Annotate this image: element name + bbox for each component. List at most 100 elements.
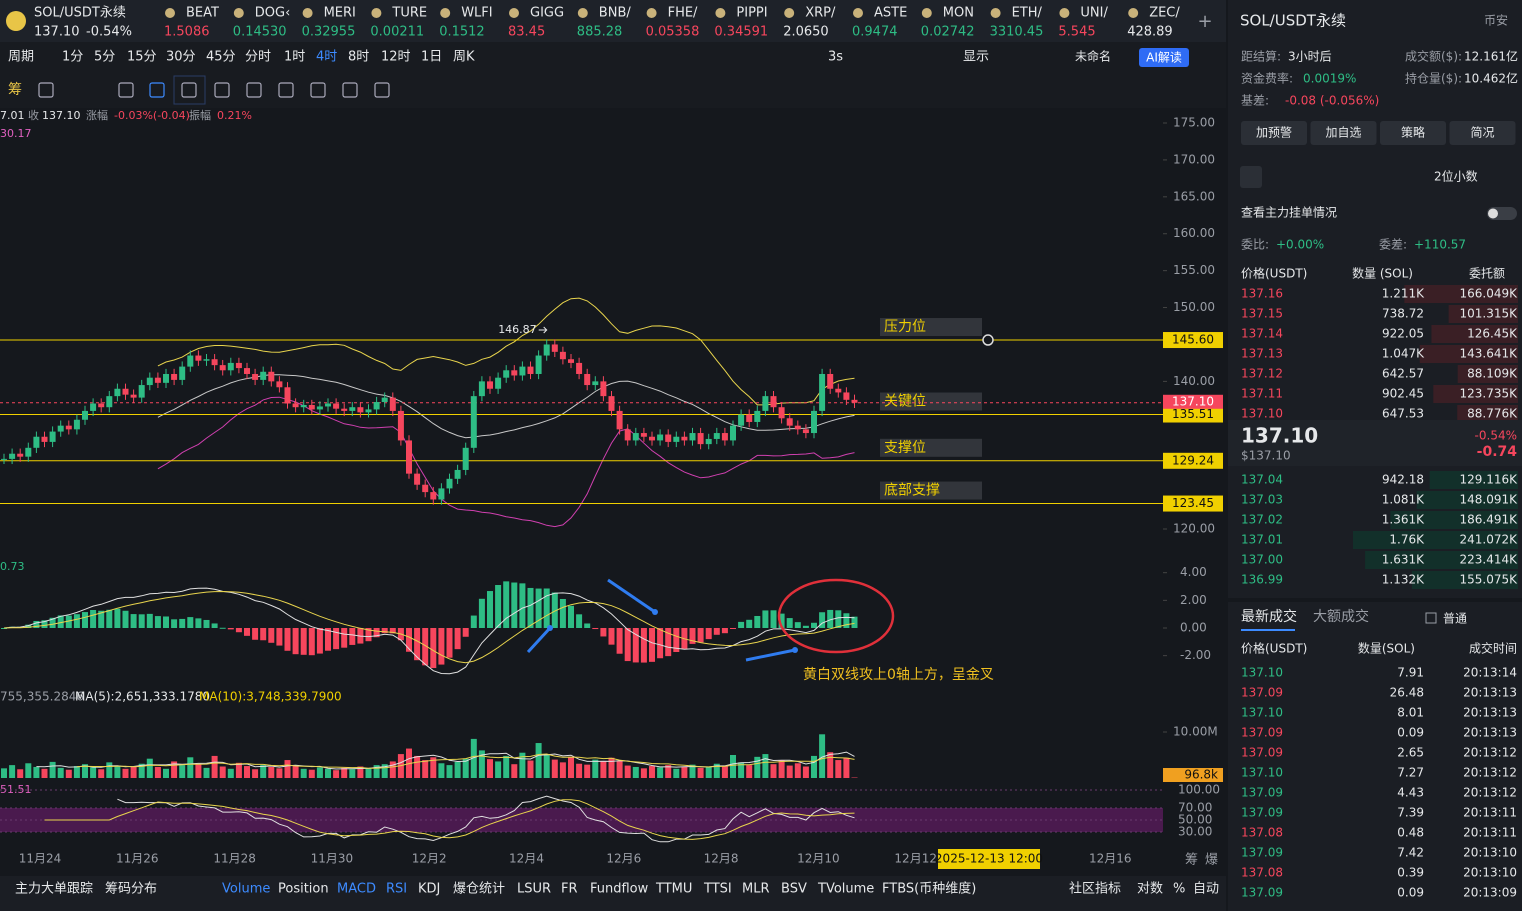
ticker-name[interactable]: MERI	[324, 6, 356, 21]
indicator-tab[interactable]: FR	[561, 882, 578, 897]
depth-bar	[1365, 551, 1518, 569]
indicator-tab[interactable]: Fundflow	[590, 882, 649, 897]
volume-bar	[616, 760, 623, 778]
indicator-tab[interactable]: Position	[278, 882, 329, 897]
panel-button[interactable]: 简况	[1470, 126, 1494, 140]
indicator-tab[interactable]: FTBS(币种维度)	[882, 881, 976, 897]
period-button[interactable]: 4时	[316, 50, 337, 65]
indicator-tab[interactable]: RSI	[386, 882, 407, 897]
macd-bar	[41, 620, 48, 628]
ticker-name[interactable]: DOG‹	[255, 6, 291, 21]
ticker-name[interactable]: MON	[943, 6, 974, 21]
indicator-tab[interactable]: BSV	[781, 882, 807, 897]
period-button[interactable]: 周期	[8, 50, 34, 65]
tool-icon[interactable]	[374, 82, 390, 98]
ticker-name[interactable]: BNB/	[599, 6, 632, 21]
trade-tab[interactable]: 最新成交	[1241, 608, 1297, 625]
period-button[interactable]: 45分	[206, 50, 236, 65]
candle	[276, 381, 283, 388]
macd-bar	[82, 612, 88, 628]
macd-bar	[284, 628, 291, 651]
volume-bar	[227, 768, 234, 778]
macd-bar	[802, 625, 809, 628]
period-button[interactable]: 1日	[421, 50, 442, 65]
macd-bar	[730, 628, 736, 629]
tool-icon[interactable]	[278, 82, 294, 98]
view-toggle[interactable]	[1240, 166, 1262, 188]
panel-button[interactable]: 策略	[1401, 125, 1425, 140]
indicator-tab[interactable]: LSUR	[517, 882, 551, 897]
tool-icon[interactable]	[149, 82, 165, 98]
period-button[interactable]: 周K	[453, 50, 475, 65]
ticker-name[interactable]: XRP/	[805, 6, 836, 21]
period-button[interactable]: 30分	[166, 50, 196, 65]
period-button[interactable]: 5分	[94, 50, 115, 65]
period-button[interactable]: 15分	[127, 50, 157, 65]
indicator-tab[interactable]: Volume	[222, 882, 270, 897]
checkbox-label: 普通	[1443, 612, 1467, 626]
bottom-option[interactable]: 自动	[1193, 882, 1219, 897]
corner-icon[interactable]: 爆	[1205, 853, 1218, 868]
tool-icon[interactable]	[38, 82, 54, 98]
ticker-name[interactable]: BEAT	[186, 6, 219, 21]
indicator-tab[interactable]: MLR	[742, 882, 770, 897]
stat-value: 0.0019%	[1303, 72, 1356, 86]
ticker-name[interactable]: ETH/	[1012, 6, 1043, 21]
indicator-tab[interactable]: KDJ	[418, 882, 440, 897]
ticker-name[interactable]: UNI/	[1080, 6, 1108, 21]
indicator-tab[interactable]: TTMU	[655, 882, 692, 897]
trade-tab[interactable]: 大额成交	[1313, 608, 1369, 625]
macd-bar	[697, 628, 704, 643]
checkbox[interactable]	[1425, 612, 1437, 624]
candle	[414, 473, 421, 485]
indicator-tab[interactable]: TTSI	[703, 882, 732, 897]
ticker-name[interactable]: WLFI	[461, 6, 492, 21]
candle	[730, 425, 736, 441]
bottom-option[interactable]: 社区指标	[1069, 881, 1121, 897]
period-button[interactable]: 1分	[62, 50, 83, 65]
indicator-tab[interactable]: MACD	[337, 882, 376, 897]
ticker-name[interactable]: FHE/	[668, 6, 698, 21]
macd-bar	[130, 614, 137, 628]
ticker-name[interactable]: ZEC/	[1149, 6, 1180, 21]
depth-bar	[1448, 305, 1518, 323]
indicator-tab[interactable]: TVolume	[817, 882, 874, 897]
tool-icon[interactable]	[118, 82, 134, 98]
ai-button[interactable]: AI解读	[1146, 51, 1182, 65]
indicator-tab[interactable]: 爆仓统计	[453, 882, 505, 897]
period-button[interactable]: 分时	[245, 50, 271, 65]
decimals-select[interactable]: 2位小数	[1434, 169, 1478, 184]
y-tick-label: 140.00	[1173, 374, 1215, 388]
ticker-name[interactable]: ASTE	[874, 6, 907, 21]
bottom-option[interactable]: 对数	[1137, 882, 1163, 897]
period-button[interactable]: 12时	[381, 50, 411, 65]
tool-icon[interactable]	[246, 82, 262, 98]
ticker-icon	[371, 8, 382, 18]
macd-bar	[146, 613, 153, 628]
ticker-name[interactable]: TURE	[391, 6, 427, 21]
tool-icon[interactable]	[310, 82, 326, 98]
bottom-option[interactable]: %	[1173, 882, 1185, 897]
display-button[interactable]: 显示	[963, 50, 989, 65]
volume-bar	[802, 766, 809, 778]
tool-icon[interactable]	[342, 82, 358, 98]
period-button[interactable]: 8时	[348, 50, 369, 65]
panel-button[interactable]: 加预警	[1256, 125, 1292, 140]
candle	[430, 492, 437, 500]
macd-bar	[503, 581, 510, 628]
ticker-name[interactable]: PIPPI	[736, 6, 767, 21]
tool-icon[interactable]	[214, 82, 230, 98]
panel-button[interactable]: 加自选	[1325, 126, 1361, 140]
candle	[252, 373, 259, 380]
bottom-tab[interactable]: 主力大单跟踪	[15, 882, 93, 897]
volume-bar	[681, 766, 688, 778]
corner-icon[interactable]: 筹	[1185, 852, 1198, 868]
depth-link[interactable]: 查看主力挂单情况	[1241, 206, 1337, 220]
period-button[interactable]: 1时	[284, 50, 305, 65]
ticker-name[interactable]: GIGG	[530, 6, 564, 21]
bottom-tab[interactable]: 筹码分布	[105, 881, 157, 897]
highlight-circle	[777, 578, 895, 654]
level-handle[interactable]	[982, 334, 994, 346]
y-tick-label: 120.00	[1173, 522, 1215, 536]
tool-icon[interactable]	[181, 82, 197, 98]
